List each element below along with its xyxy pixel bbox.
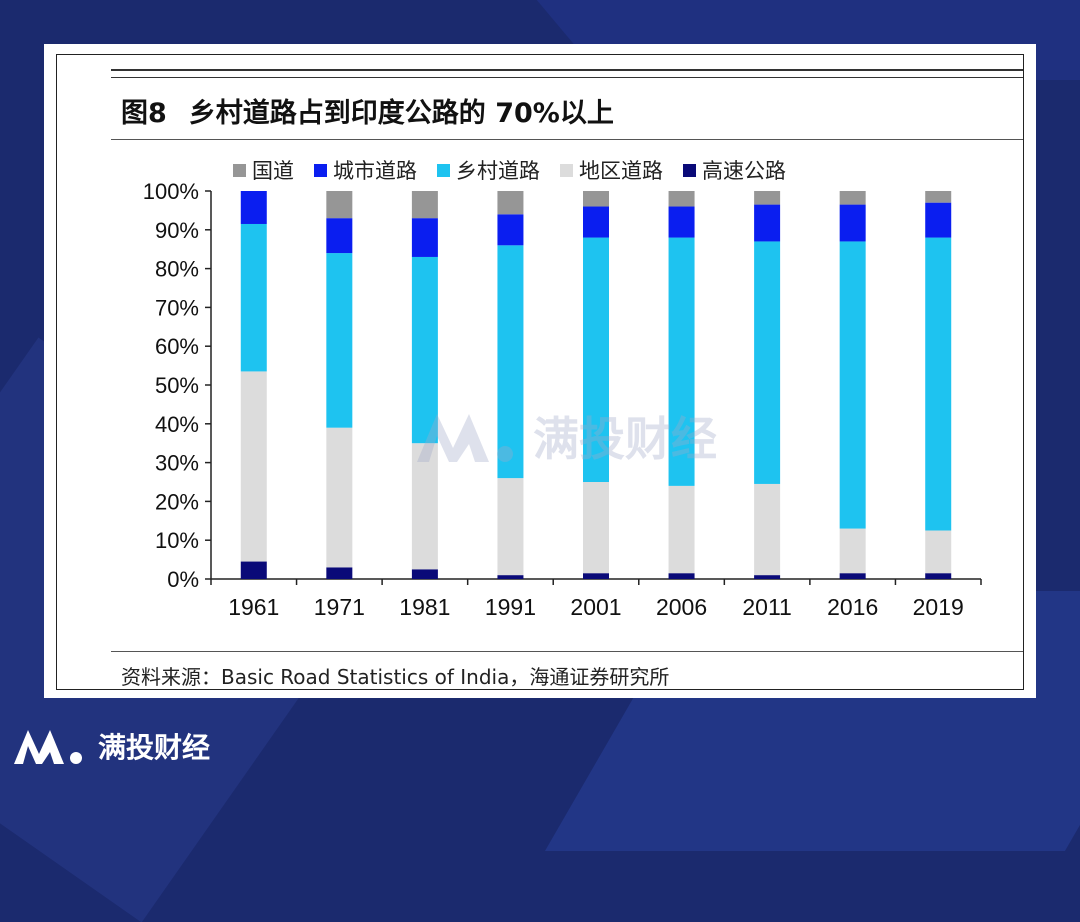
bar-segment [583,237,609,482]
bar-segment [668,191,695,207]
stacked-bar-chart: 0% 10% 20% 30% 40% 50% 60% 70% 80% 90% 100% 1961 197… [143,179,982,620]
chart-card: 图8 乡村道路占到印度公路的 70%以上 国道 城市道路 乡村道路 地区道路 高速公路 0… [44,44,1036,698]
top-rule [111,69,1023,71]
chart-title: 图8 乡村道路占到印度公路的 70%以上 [121,91,614,130]
bar-segment [925,202,952,238]
bar-segment [240,371,267,562]
bar-segment [754,483,781,576]
bar-segment [925,530,952,574]
legend-item: 国道 [233,155,294,185]
legend-swatch [437,163,450,177]
legend-swatch [560,163,573,177]
watermark: 满投财经 [413,403,717,469]
x-tick-label: 2001 [570,594,621,620]
bar-segment [411,256,438,444]
y-tick-label: 80% [155,257,199,282]
bar-segment [668,573,695,579]
bar-segment [839,528,866,574]
footer-text: 满投财经 [98,731,211,764]
bar-segment [583,206,609,238]
bar-segment [583,482,609,574]
bar-segment [240,223,267,372]
y-tick-label: 20% [155,489,199,514]
bar-segment [240,191,267,224]
x-tick-label: 2011 [742,594,791,620]
y-tick-label: 60% [155,334,199,359]
bar-segment [326,567,353,579]
x-tick-label: 2019 [913,594,964,620]
watermark-text: 满投财经 [533,412,717,466]
title-text: 乡村道路占到印度公路的 70%以上 [188,98,614,129]
legend-label: 城市道路 [333,159,417,183]
top-rule [111,77,1023,78]
bar-segment [326,218,353,254]
bar-segment [925,237,952,531]
legend-item: 地区道路 [560,155,663,185]
y-tick-label: 30% [155,451,199,476]
bar-segment [668,206,695,238]
bar-segment [925,573,952,579]
y-tick-label: 10% [155,528,199,553]
bar-segment [668,485,695,574]
legend-item: 高速公路 [683,155,786,185]
bar-segment [326,427,353,568]
bar-segment [668,237,695,486]
x-tick-label: 2016 [827,594,878,620]
legend-swatch [233,163,246,177]
legend-swatch [314,163,327,177]
bar-segment [411,443,438,570]
bar-segment [240,561,267,579]
x-tick-label: 1961 [228,594,279,620]
bar-segment [583,573,609,579]
legend-item: 乡村道路 [437,155,540,185]
bar-segment [754,204,781,242]
bar-segment [839,573,866,579]
bar-segment [754,575,781,579]
bar-segment [411,218,438,257]
brand-logo-icon [14,730,82,764]
legend-label: 高速公路 [702,159,786,183]
chart-frame: 图8 乡村道路占到印度公路的 70%以上 国道 城市道路 乡村道路 地区道路 高速公路 0… [56,54,1024,690]
bar-segment [497,575,524,579]
y-tick-label: 0% [167,567,199,592]
bar-segment [497,245,524,479]
figure-number: 图8 [121,98,167,129]
y-tick-label: 50% [155,373,199,398]
legend-label: 乡村道路 [456,159,540,183]
bar-segment [839,241,866,529]
legend-label: 地区道路 [579,159,663,183]
title-rule [111,139,1023,140]
source-rule [111,651,1023,652]
x-tick-label: 2006 [656,594,707,620]
bar-segment [839,191,866,205]
y-tick-label: 40% [155,412,199,437]
footer-brand: 满投财经 [12,726,210,766]
bar-segment [326,253,353,428]
bar-segment [326,191,353,219]
x-tick-label: 1981 [399,594,450,620]
bar-segment [411,569,438,579]
y-tick-label: 70% [155,295,199,320]
x-tick-label: 1991 [485,594,536,620]
legend-label: 国道 [252,159,294,183]
bar-segment [411,191,438,219]
watermark-logo-icon [417,414,513,462]
source-note: 资料来源：Basic Road Statistics of India，海通证券… [121,665,670,689]
bar-segment [754,191,781,205]
bar-segment [497,214,524,246]
bar-segment [497,478,524,576]
legend-swatch [683,163,696,177]
chart-legend: 国道 城市道路 乡村道路 地区道路 高速公路 [233,155,786,185]
bar-segment [583,191,609,207]
y-tick-label: 90% [155,218,199,243]
bar-segment [925,191,952,203]
y-tick-label: 100% [143,179,199,204]
bar-segment [839,204,866,242]
x-tick-label: 1971 [314,594,365,620]
legend-item: 城市道路 [314,155,417,185]
bar-segment [497,191,524,215]
bar-segment [754,241,781,484]
